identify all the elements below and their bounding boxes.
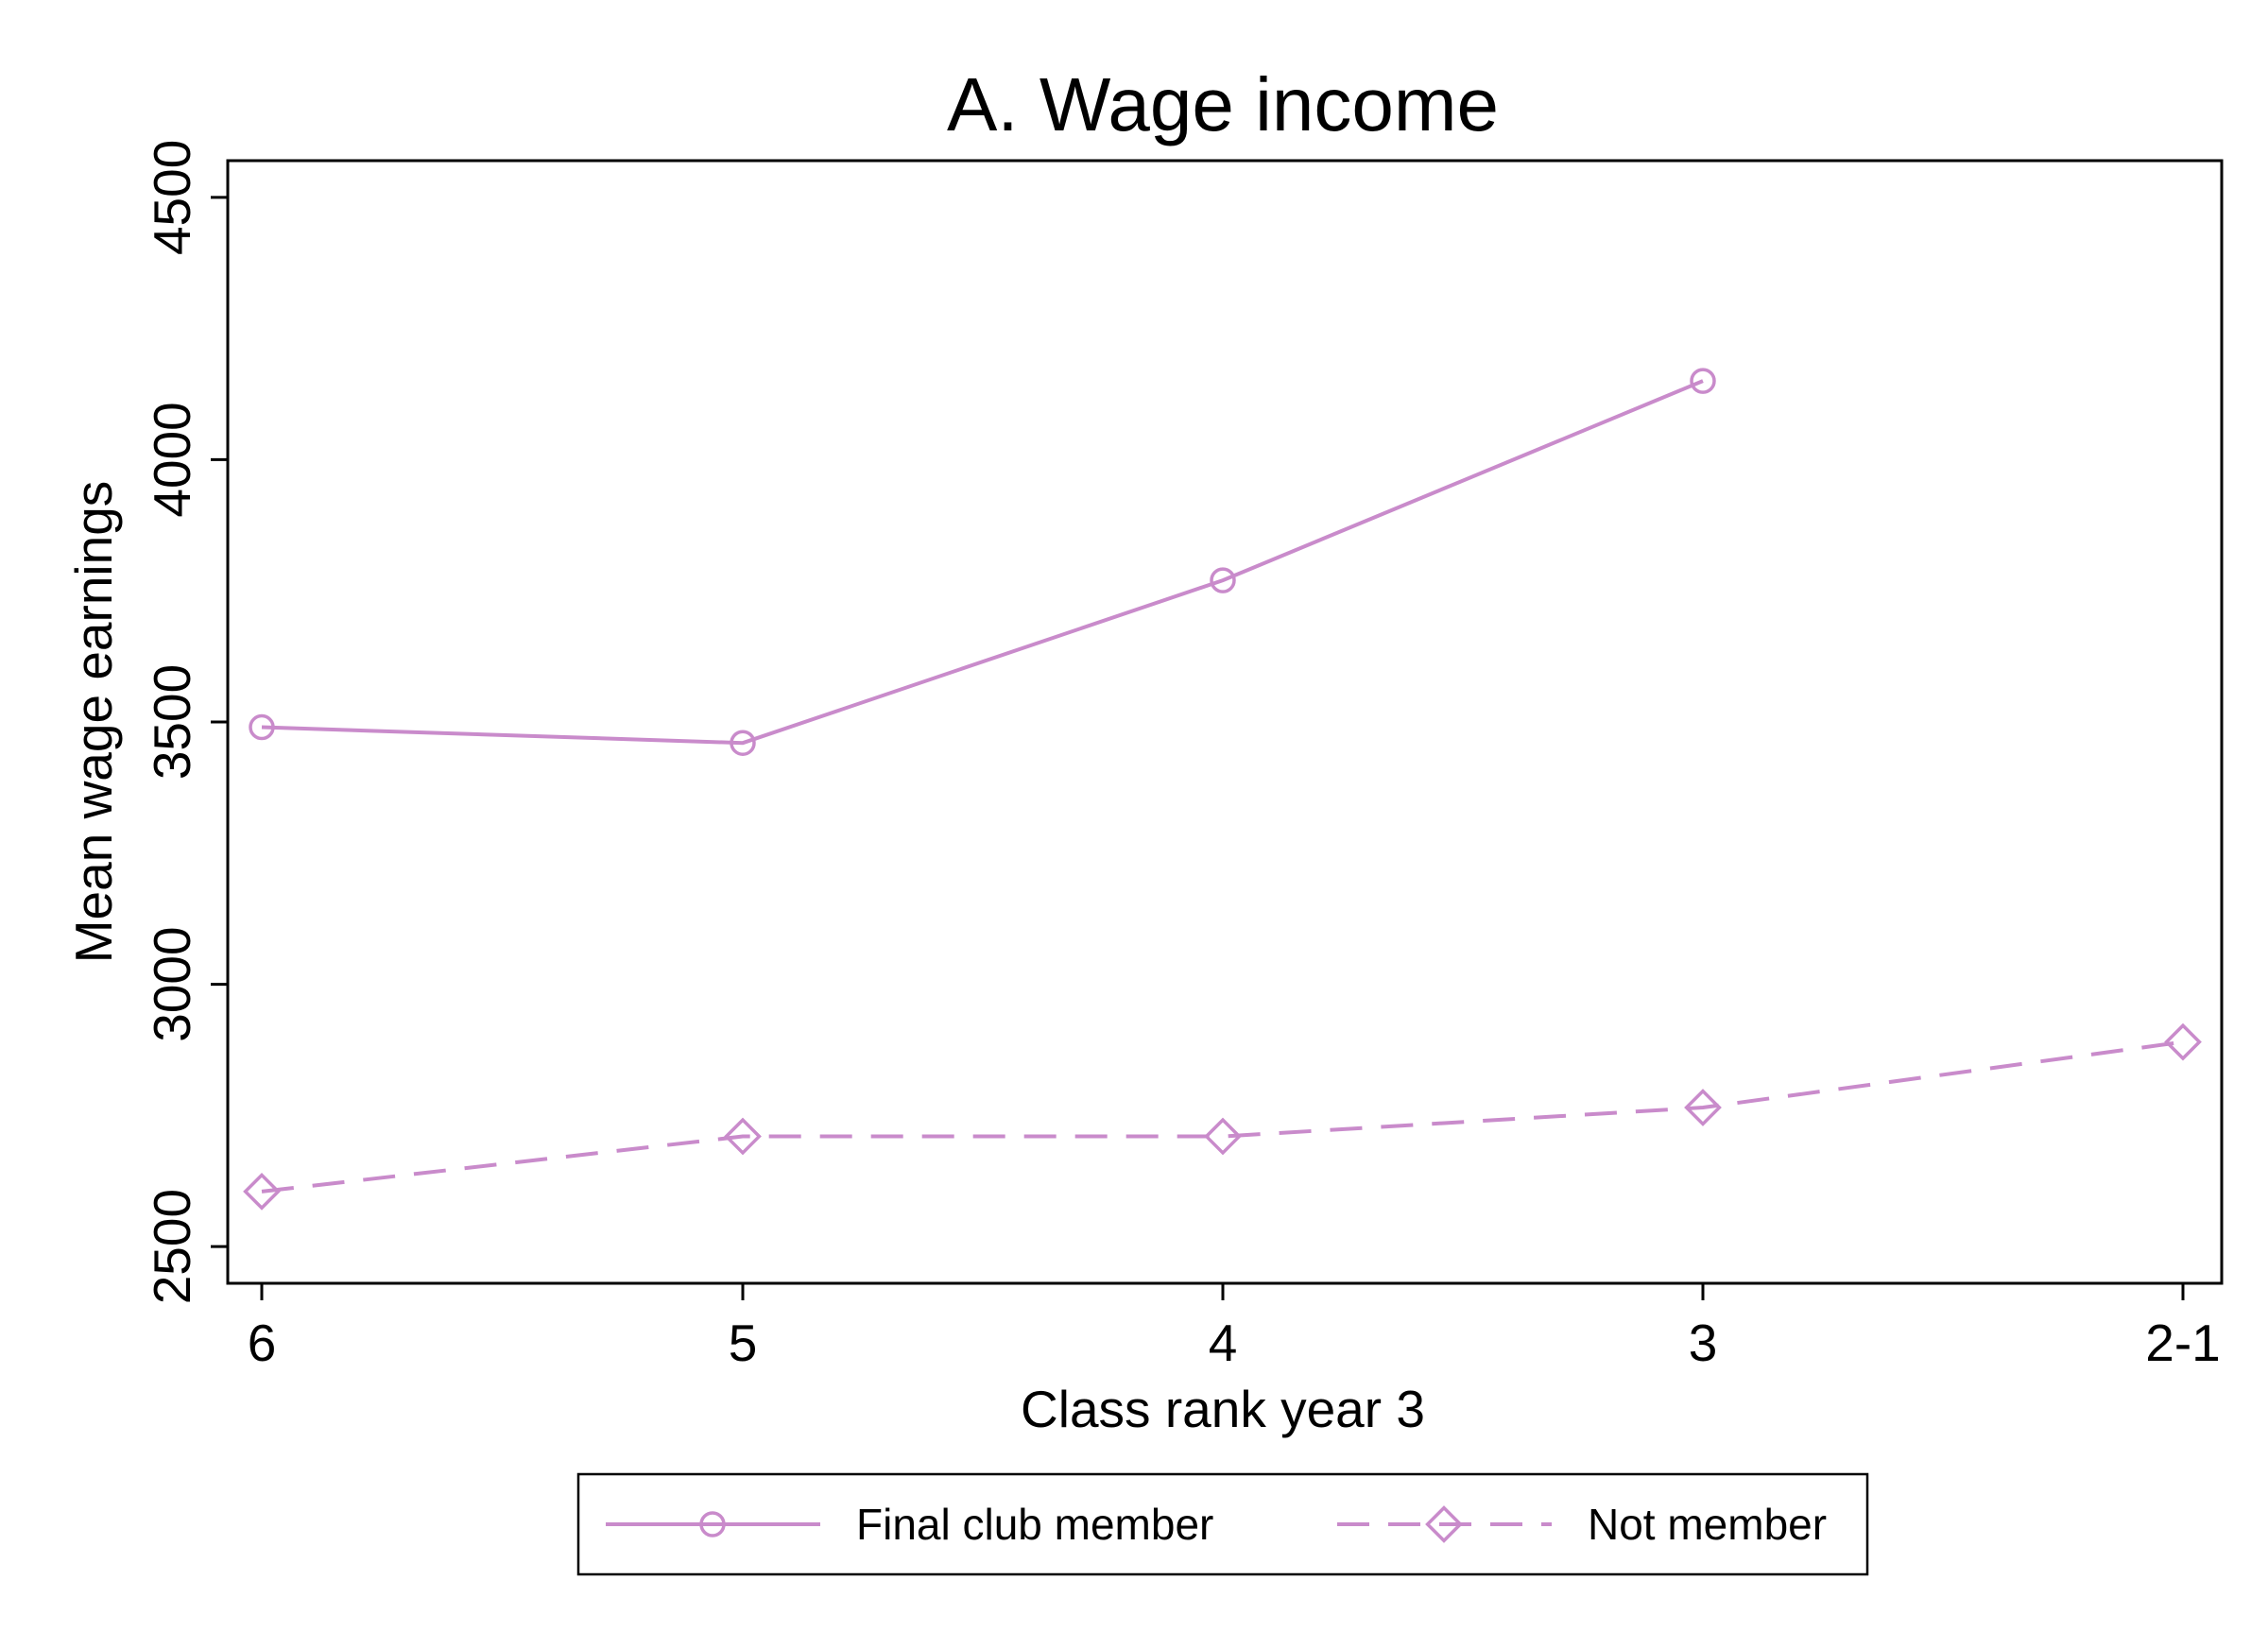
x-axis-label: Class rank year 3 (1021, 1380, 1425, 1438)
y-axis-label: Mean wage earnings (64, 481, 123, 964)
series-final-club-member (249, 368, 1716, 756)
series-not-member (243, 1022, 2202, 1211)
x-tick-label: 4 (1209, 1314, 1238, 1372)
series-line (261, 379, 1704, 746)
data-point (1204, 1117, 1242, 1156)
y-tick-label: 3000 (143, 926, 201, 1041)
data-point (724, 1117, 762, 1156)
x-tick-label: 2-1 (2145, 1314, 2221, 1372)
x-tick-label: 5 (729, 1314, 758, 1372)
legend-swatch-marker (1425, 1505, 1463, 1543)
legend-label: Final club member (856, 1500, 1213, 1549)
y-axis: 2500 3000 3500 4000 4500 (143, 140, 228, 1304)
legend-label: Not member (1588, 1500, 1827, 1549)
y-tick-label: 4000 (143, 402, 201, 517)
x-tick-label: 3 (1689, 1314, 1718, 1372)
data-point (1210, 567, 1236, 593)
legend-item: Not member (1337, 1500, 1827, 1549)
data-point (730, 730, 756, 756)
chart-title: A. Wage income (947, 62, 1499, 146)
legend-swatch-marker (699, 1511, 726, 1537)
y-tick-label: 3500 (143, 664, 201, 780)
data-point (1690, 368, 1716, 394)
data-point (1684, 1089, 1722, 1126)
x-axis: 6 5 4 3 2-1 (248, 1283, 2221, 1372)
data-point (249, 713, 275, 741)
series-line (261, 1039, 2184, 1194)
series-layer (243, 368, 2202, 1211)
data-point (243, 1172, 281, 1211)
legend: Final club member Not member (576, 1472, 1869, 1576)
legend-item: Final club member (606, 1500, 1213, 1549)
y-tick-label: 2500 (143, 1189, 201, 1304)
data-point (2164, 1022, 2202, 1061)
x-tick-label: 6 (248, 1314, 277, 1372)
y-tick-label: 4500 (143, 140, 201, 255)
